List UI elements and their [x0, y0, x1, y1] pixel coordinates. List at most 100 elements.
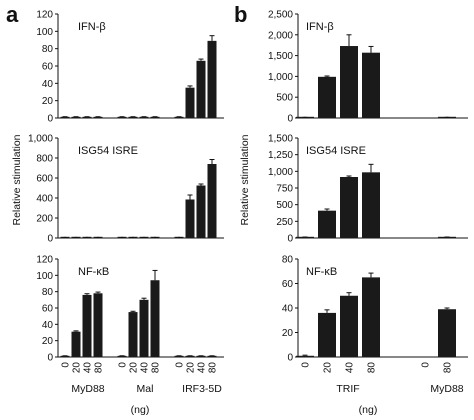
y-tick-label: 0: [287, 234, 293, 245]
bar: [207, 164, 217, 238]
chart-title: IFN-β: [306, 21, 334, 33]
y-tick-label: 20: [42, 336, 54, 347]
dose-tick-label: 20: [323, 362, 334, 374]
y-tick-label: 80: [282, 255, 294, 266]
y-tick-label: 0: [47, 353, 53, 364]
unit-label-a: (ng): [131, 404, 150, 416]
chart-title: IFN-β: [78, 21, 106, 33]
bar: [93, 116, 103, 118]
bar: [196, 60, 206, 118]
bar: [174, 355, 184, 357]
bar: [128, 116, 138, 118]
y-tick-label: 600: [36, 174, 53, 185]
bar: [362, 52, 380, 118]
dose-tick-labels: 0 20 40 80 0 20 40 80 0 20 40 80 0 20 40 80 0 80: [61, 362, 454, 374]
dose-tick-label: 80: [151, 362, 162, 374]
y-axis-label-b: Relative stimulation: [239, 134, 251, 225]
panel-letter-b: b: [234, 2, 247, 27]
bar: [71, 116, 81, 118]
y-tick-label: 1,250: [268, 150, 293, 161]
y-tick-label: 0: [287, 353, 293, 364]
chart-b-1: 0 250 500 750 1,000 1,250 1,500 ISG54 ISRE: [268, 134, 468, 245]
group-label-myd88-b: MyD88: [430, 383, 463, 395]
group-label-myd88-a: MyD88: [71, 383, 104, 395]
bar: [93, 293, 103, 357]
bar: [207, 355, 217, 357]
bar: [340, 177, 358, 238]
chart-title: ISG54 ISRE: [78, 145, 138, 157]
y-tick-label: 1,000: [28, 134, 53, 145]
y-tick-label: 100: [36, 27, 53, 38]
group-label-trif-b: TRIF: [336, 383, 359, 395]
chart-b-0: 0 500 1,000 1,500 2,000 2,500 IFN-β: [268, 10, 468, 125]
y-tick-label: 400: [36, 194, 53, 205]
bar: [82, 116, 92, 118]
y-tick-label: 800: [36, 154, 53, 165]
unit-label-b: (ng): [359, 404, 378, 416]
y-axis-label-a: Relative stimulation: [11, 134, 23, 225]
bar: [150, 116, 160, 118]
dose-tick-label: 80: [208, 362, 219, 374]
chart-title: NF-κB: [306, 266, 337, 278]
y-tick-label: 1,500: [268, 51, 293, 62]
dose-tick-label: 0: [301, 362, 312, 368]
y-tick-label: 0: [47, 234, 53, 245]
dose-tick-label: 0: [175, 362, 186, 368]
dose-tick-label: 40: [83, 362, 94, 374]
y-tick-label: 500: [276, 200, 293, 211]
chart-b-2: 0 20 40 60 80 NF-κB: [282, 255, 468, 364]
y-tick-label: 60: [282, 279, 294, 290]
bar: [318, 210, 336, 238]
chart-title: ISG54 ISRE: [306, 145, 366, 157]
group-label-mal-a: Mal: [137, 383, 154, 395]
y-tick-label: 0: [287, 114, 293, 125]
dose-tick-label: 20: [186, 362, 197, 374]
dose-tick-label: 80: [443, 362, 454, 374]
bar: [139, 116, 149, 118]
y-tick-label: 200: [36, 214, 53, 225]
y-tick-label: 2,500: [268, 10, 293, 21]
dose-tick-label: 40: [197, 362, 208, 374]
bar: [174, 116, 184, 118]
y-tick-label: 120: [36, 10, 53, 21]
y-tick-label: 100: [36, 271, 53, 282]
bar: [60, 116, 70, 118]
bar: [362, 172, 380, 238]
bar: [117, 116, 127, 118]
bar: [340, 295, 358, 357]
bar: [60, 355, 70, 357]
dose-tick-label: 20: [72, 362, 83, 374]
y-tick-label: 80: [42, 44, 54, 55]
dose-tick-label: 20: [129, 362, 140, 374]
y-tick-label: 40: [42, 320, 54, 331]
bar: [185, 355, 195, 357]
bar: [438, 309, 456, 357]
y-tick-label: 0: [47, 114, 53, 125]
dose-tick-label: 0: [118, 362, 129, 368]
y-tick-label: 2,000: [268, 30, 293, 41]
bar: [71, 331, 81, 357]
bar: [139, 299, 149, 357]
y-tick-label: 1,500: [268, 134, 293, 145]
y-tick-label: 60: [42, 304, 54, 315]
bar: [318, 76, 336, 118]
chart-title: NF-κB: [78, 266, 109, 278]
bar: [128, 312, 138, 357]
y-tick-label: 40: [282, 304, 294, 315]
dose-tick-label: 0: [61, 362, 72, 368]
group-label-irf3-5d-a: IRF3-5D: [182, 383, 222, 395]
y-tick-label: 80: [42, 287, 54, 298]
y-tick-label: 20: [42, 96, 54, 107]
dose-tick-label: 40: [345, 362, 356, 374]
bar: [362, 277, 380, 357]
dose-tick-label: 0: [421, 362, 432, 368]
bar: [150, 280, 160, 357]
bar: [185, 87, 195, 118]
dose-tick-label: 80: [367, 362, 378, 374]
y-tick-label: 40: [42, 79, 54, 90]
chart-a-2: 0 20 40 60 80 100 120 NF-κB: [36, 255, 224, 364]
y-tick-label: 60: [42, 62, 54, 73]
panel-letter-a: a: [6, 2, 19, 27]
bar: [82, 294, 92, 357]
